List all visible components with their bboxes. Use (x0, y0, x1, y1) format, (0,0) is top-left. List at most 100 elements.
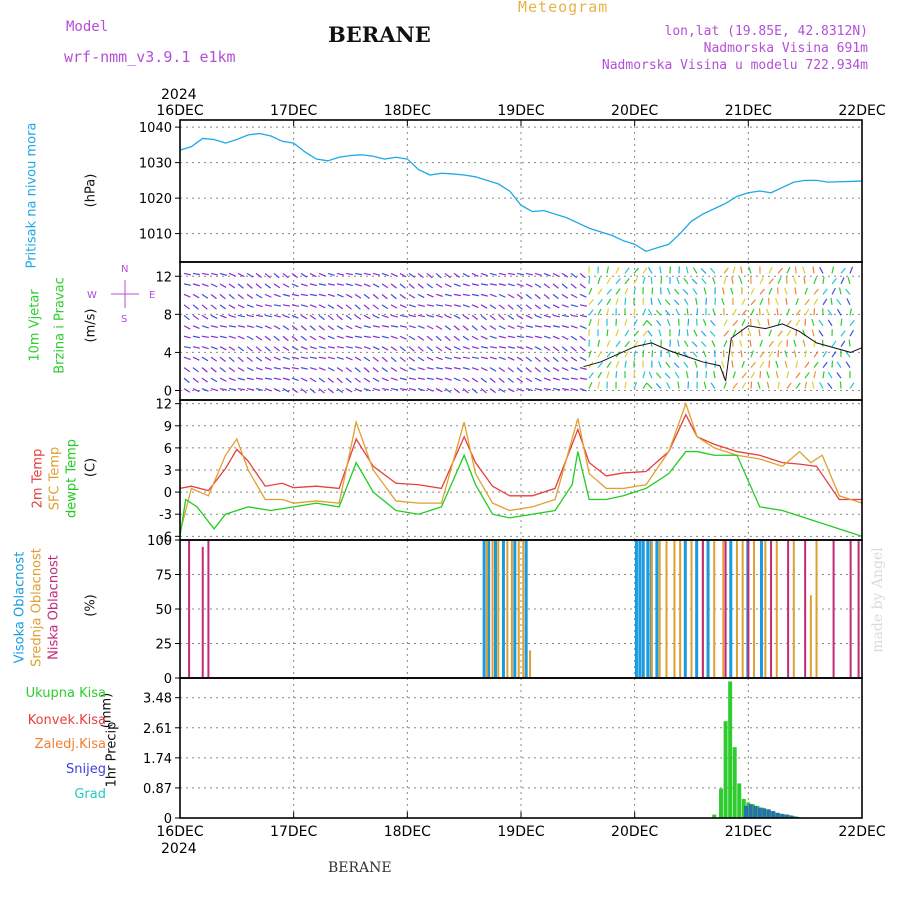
wind-barb (722, 287, 725, 295)
wind-barb (255, 346, 262, 352)
y-tick-label: 6 (164, 442, 172, 457)
wind-barb (651, 287, 654, 295)
wind-barb (417, 325, 425, 329)
wind-barb (836, 298, 842, 306)
wind-barb (750, 299, 756, 306)
wind-barb (606, 288, 612, 295)
wind-barb (633, 381, 638, 389)
wind-barb (768, 278, 774, 285)
wind-barb (642, 382, 648, 389)
wind-barb (570, 293, 578, 299)
wind-barb (534, 283, 542, 289)
wind-barb (664, 299, 671, 306)
wind-barb (273, 272, 280, 279)
wind-barb (372, 283, 380, 288)
y-tick-label: 0 (164, 812, 172, 827)
wind-barb (534, 387, 542, 391)
wind-barb (327, 325, 335, 331)
wind-barb (345, 346, 353, 349)
wind-barb (516, 356, 524, 362)
wind-barb (606, 266, 609, 274)
y-tick-label: 100 (147, 534, 172, 549)
wind-barb (721, 360, 725, 368)
wind-barb (408, 387, 416, 391)
wind-barb (435, 377, 443, 381)
y-tick-label: 2.61 (143, 722, 172, 737)
wind-barb (183, 335, 191, 339)
wind-barb (300, 367, 308, 370)
wind-barb (291, 304, 299, 307)
wind-barb (390, 325, 398, 328)
wind-barb (408, 283, 415, 289)
wind-barb (291, 293, 299, 297)
wind-barb (363, 377, 371, 383)
precip-total-bar (746, 802, 751, 818)
wind-barb (516, 325, 524, 329)
wind-barb (624, 278, 630, 285)
wind-barb (390, 387, 398, 391)
y-tick-label: 3.48 (143, 692, 172, 707)
wind-barb (462, 346, 470, 350)
wind-barb (615, 278, 621, 285)
wind-barb (183, 283, 191, 286)
wind-barb (561, 272, 569, 278)
cloud-high-bar (501, 540, 505, 678)
wind-barb (444, 356, 452, 360)
wind-barb (767, 318, 770, 326)
wind-barb (372, 304, 379, 310)
wind-barb (426, 356, 434, 361)
wind-barb (381, 304, 389, 310)
wind-barb (656, 319, 662, 327)
wind-barb (435, 367, 443, 370)
precip-total-bar (712, 814, 717, 818)
wind-barb (741, 309, 747, 316)
wind-barb (237, 272, 245, 278)
wind-barb (453, 356, 461, 360)
wind-barb (655, 309, 662, 316)
wind-barb (666, 382, 671, 389)
wind-barb (210, 325, 218, 328)
wind-rose-label-e: E (149, 290, 155, 301)
wind-rose-label-s: S (121, 314, 127, 325)
wind-barb (417, 293, 425, 299)
wind-barb (674, 371, 680, 379)
wind-barb (192, 304, 199, 310)
wind-barb (646, 383, 653, 389)
wind-barb (498, 283, 506, 286)
wind-barb (372, 356, 379, 362)
wind-barb (678, 329, 681, 337)
wind-barb (642, 308, 647, 316)
wind-barb (408, 335, 416, 341)
wind-barb (399, 356, 406, 363)
wind-barb (363, 356, 371, 362)
wind-barb (624, 330, 630, 337)
wind-barb (633, 330, 639, 337)
wind-barb (759, 371, 762, 379)
wind-barb (588, 372, 594, 379)
wind-barb (507, 325, 515, 329)
wind-barb (237, 335, 245, 340)
wind-barb (435, 293, 443, 297)
wind-barb (273, 283, 281, 289)
precip-total-bar (773, 812, 778, 818)
wind-barb (444, 377, 452, 381)
x-tick-label-top: 18DEC (384, 103, 431, 119)
wind-barb (624, 287, 629, 295)
year-label-bottom: 2024 (161, 841, 197, 857)
wind-barb (692, 351, 698, 358)
wind-barb (646, 320, 653, 327)
temp-sfc-line (179, 401, 863, 533)
wind-barb (300, 314, 308, 320)
cloud-mid-bar (735, 540, 738, 678)
wind-barb (543, 335, 551, 339)
wind-barb (795, 309, 801, 316)
wind-barb (390, 377, 398, 381)
wind-barb (327, 388, 334, 394)
wind-barb (687, 318, 690, 326)
wind-barb (399, 367, 407, 372)
wind-barb (759, 361, 765, 368)
legend-freezing-rain: Zaledj.Kisa (34, 737, 106, 752)
wind-barb (845, 361, 851, 368)
wind-barb (336, 314, 343, 321)
wind-barb (683, 277, 689, 285)
